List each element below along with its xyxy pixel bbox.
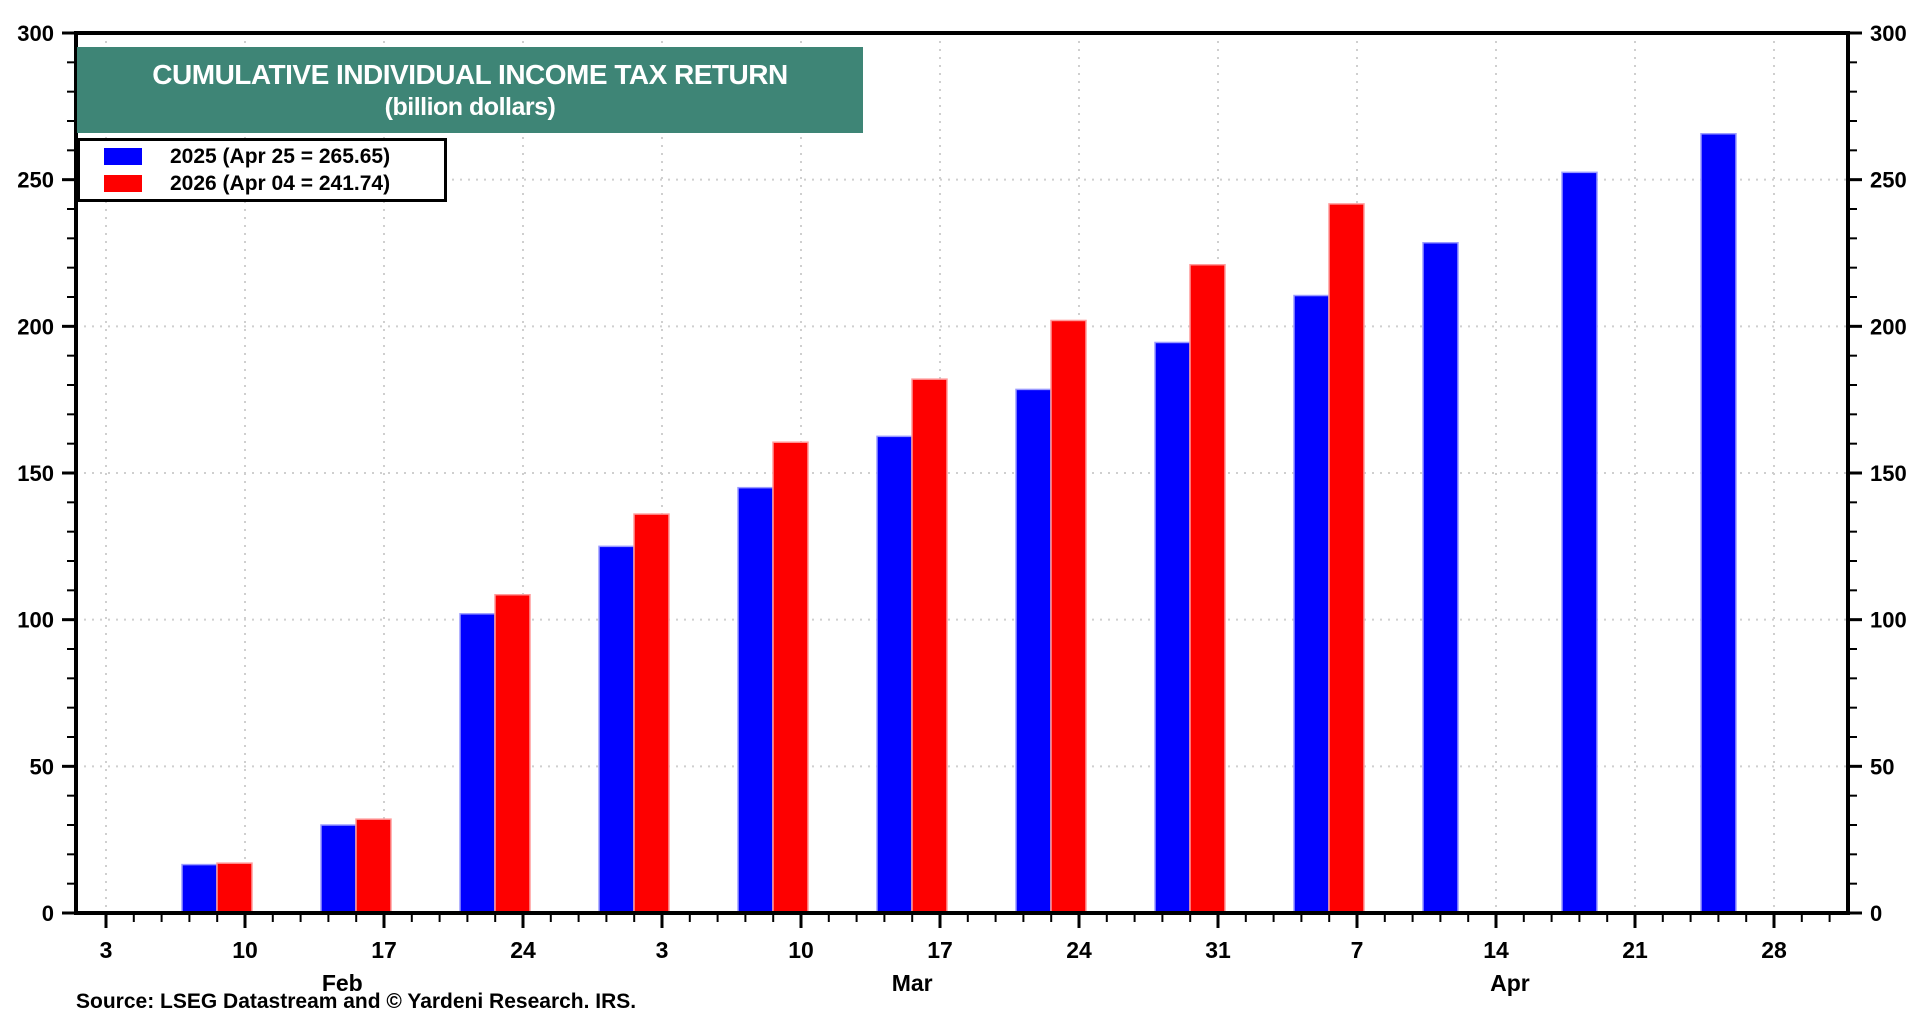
bar-2025: [181, 863, 218, 914]
y-tick-label-left: 200: [17, 314, 54, 339]
bar-2025: [1154, 341, 1191, 914]
chart-title-block: CUMULATIVE INDIVIDUAL INCOME TAX RETURN …: [77, 47, 863, 133]
bar-2025: [1422, 241, 1459, 914]
y-tick-label-left: 250: [17, 168, 54, 193]
bar-2026: [911, 378, 948, 914]
legend: 2025 (Apr 25 = 265.65) 2026 (Apr 04 = 24…: [77, 138, 447, 202]
y-tick-label-right: 50: [1870, 754, 1894, 779]
bar-2026: [355, 818, 392, 914]
month-label: Apr: [1490, 970, 1530, 996]
x-tick-label: 28: [1761, 937, 1787, 963]
plot-frame: [74, 31, 1850, 915]
month-label: Mar: [892, 970, 933, 996]
y-tick-label-right: 200: [1870, 314, 1907, 339]
x-tick-label: 7: [1351, 937, 1364, 963]
bar-2025: [1700, 133, 1737, 914]
legend-swatch-2026-icon: [104, 175, 142, 192]
bar-2025: [459, 613, 496, 914]
month-label: Feb: [322, 970, 363, 996]
legend-label-2026: 2026 (Apr 04 = 241.74): [170, 171, 391, 195]
x-tick-label: 10: [232, 937, 258, 963]
bar-2025: [876, 435, 913, 914]
legend-item-2025: 2025 (Apr 25 = 265.65): [80, 145, 444, 169]
bar-2025: [1293, 294, 1330, 914]
x-tick-label: 3: [100, 937, 113, 963]
x-tick-label: 21: [1622, 937, 1648, 963]
y-tick-label-left: 50: [30, 754, 54, 779]
legend-item-2026: 2026 (Apr 04 = 241.74): [80, 172, 444, 196]
chart-title: CUMULATIVE INDIVIDUAL INCOME TAX RETURN: [152, 59, 788, 90]
source-note: Source: LSEG Datastream and © Yardeni Re…: [76, 990, 637, 1013]
bar-2025: [598, 545, 635, 914]
bar-2026: [494, 593, 531, 914]
bar-2025: [737, 486, 774, 914]
y-tick-label-left: 0: [42, 901, 54, 926]
x-tick-label: 17: [927, 937, 953, 963]
y-tick-label-right: 300: [1870, 21, 1907, 46]
bar-2026: [1050, 319, 1087, 914]
y-tick-label-left: 100: [17, 608, 54, 633]
legend-swatch-2025-icon: [104, 148, 142, 165]
x-tick-label: 31: [1205, 937, 1231, 963]
x-tick-label: 24: [510, 937, 536, 963]
x-tick-label: 24: [1066, 937, 1092, 963]
x-tick-label: 14: [1483, 937, 1509, 963]
legend-label-2025: 2025 (Apr 25 = 265.65): [170, 144, 391, 168]
x-tick-label: 17: [371, 937, 397, 963]
y-tick-label-right: 100: [1870, 608, 1907, 633]
bar-2025: [320, 824, 357, 914]
chart-subtitle: (billion dollars): [384, 93, 556, 121]
x-tick-label: 3: [656, 937, 669, 963]
y-tick-label-right: 150: [1870, 461, 1907, 486]
y-tick-label-left: 150: [17, 461, 54, 486]
bar-2026: [633, 513, 670, 914]
x-tick-label: 10: [788, 937, 814, 963]
bar-2025: [1561, 171, 1598, 914]
y-tick-label-left: 300: [17, 21, 54, 46]
y-tick-label-right: 0: [1870, 901, 1882, 926]
bar-2025: [1015, 388, 1052, 914]
y-tick-label-right: 250: [1870, 168, 1907, 193]
bar-2026: [1328, 203, 1365, 914]
bar-2026: [216, 862, 253, 914]
bar-2026: [772, 441, 809, 914]
bar-2026: [1189, 263, 1226, 914]
